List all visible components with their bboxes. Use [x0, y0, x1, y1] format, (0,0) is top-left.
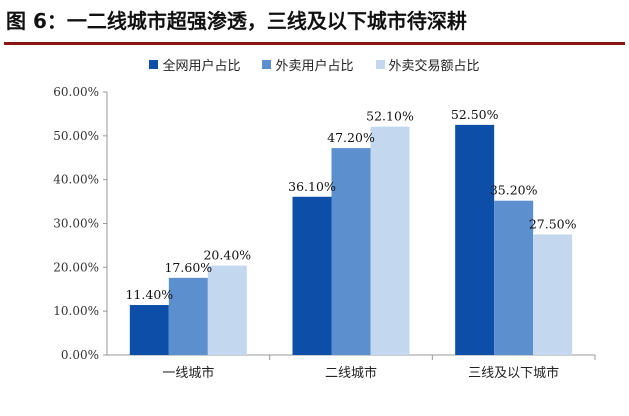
data-label: 17.60%: [164, 260, 212, 275]
legend-item-overall-users: 全网用户占比: [149, 54, 240, 74]
bar: [494, 200, 534, 355]
y-tick-label: 20.00%: [53, 260, 99, 274]
data-label: 52.10%: [366, 109, 414, 124]
x-axis: 一线城市 二线城市 三线及以下城市: [107, 354, 596, 381]
bar: [168, 277, 208, 355]
data-label: 52.50%: [451, 107, 499, 122]
legend-label-overall-users: 全网用户占比: [162, 58, 241, 74]
data-label: 47.20%: [327, 130, 375, 145]
y-axis: 0.00% 10.00% 20.00% 30.00% 40.00% 50.00% 60.00…: [53, 85, 108, 362]
data-label: 11.40%: [125, 287, 173, 302]
chart-legend: 全网用户占比 外卖用户占比 外卖交易额占比: [0, 54, 629, 74]
legend-swatch-delivery-users: [262, 59, 272, 69]
y-tick-label: 0.00%: [61, 348, 99, 362]
bar: [129, 305, 169, 355]
legend-label-delivery-gmv: 外卖交易额占比: [388, 58, 480, 74]
legend-swatch-overall-users: [149, 59, 159, 69]
bar: [331, 148, 371, 355]
data-label: 27.50%: [529, 216, 577, 231]
y-tick-label: 10.00%: [53, 304, 99, 318]
bar: [207, 265, 247, 355]
legend-item-delivery-users: 外卖用户占比: [262, 54, 354, 74]
y-tick-label: 40.00%: [53, 173, 99, 187]
legend-item-delivery-gmv: 外卖交易额占比: [375, 54, 480, 74]
page-title: 图 6：一二线城市超强渗透，三线及以下城市待深耕: [6, 9, 467, 33]
bar: [455, 124, 495, 355]
data-label: 20.40%: [203, 248, 251, 263]
title-divider: [4, 42, 625, 45]
x-category-label: 二线城市: [325, 365, 377, 381]
bar: [370, 126, 410, 356]
legend-label-delivery-users: 外卖用户占比: [275, 58, 354, 74]
bar: [292, 196, 332, 355]
data-label: 36.10%: [288, 179, 336, 194]
x-category-label: 一线城市: [162, 365, 214, 381]
data-label: 35.20%: [490, 183, 538, 198]
bar: [533, 234, 573, 355]
data-label-group: 11.40% 17.60%20.40% 36.10% 47.20% 52.10% 52.5…: [125, 107, 576, 302]
x-category-label: 三线及以下城市: [468, 365, 559, 381]
legend-swatch-delivery-gmv: [375, 59, 385, 69]
y-tick-label: 50.00%: [53, 129, 99, 143]
y-tick-label: 30.00%: [53, 217, 99, 231]
y-tick-label: 60.00%: [53, 85, 99, 99]
bar-group: [129, 124, 573, 356]
